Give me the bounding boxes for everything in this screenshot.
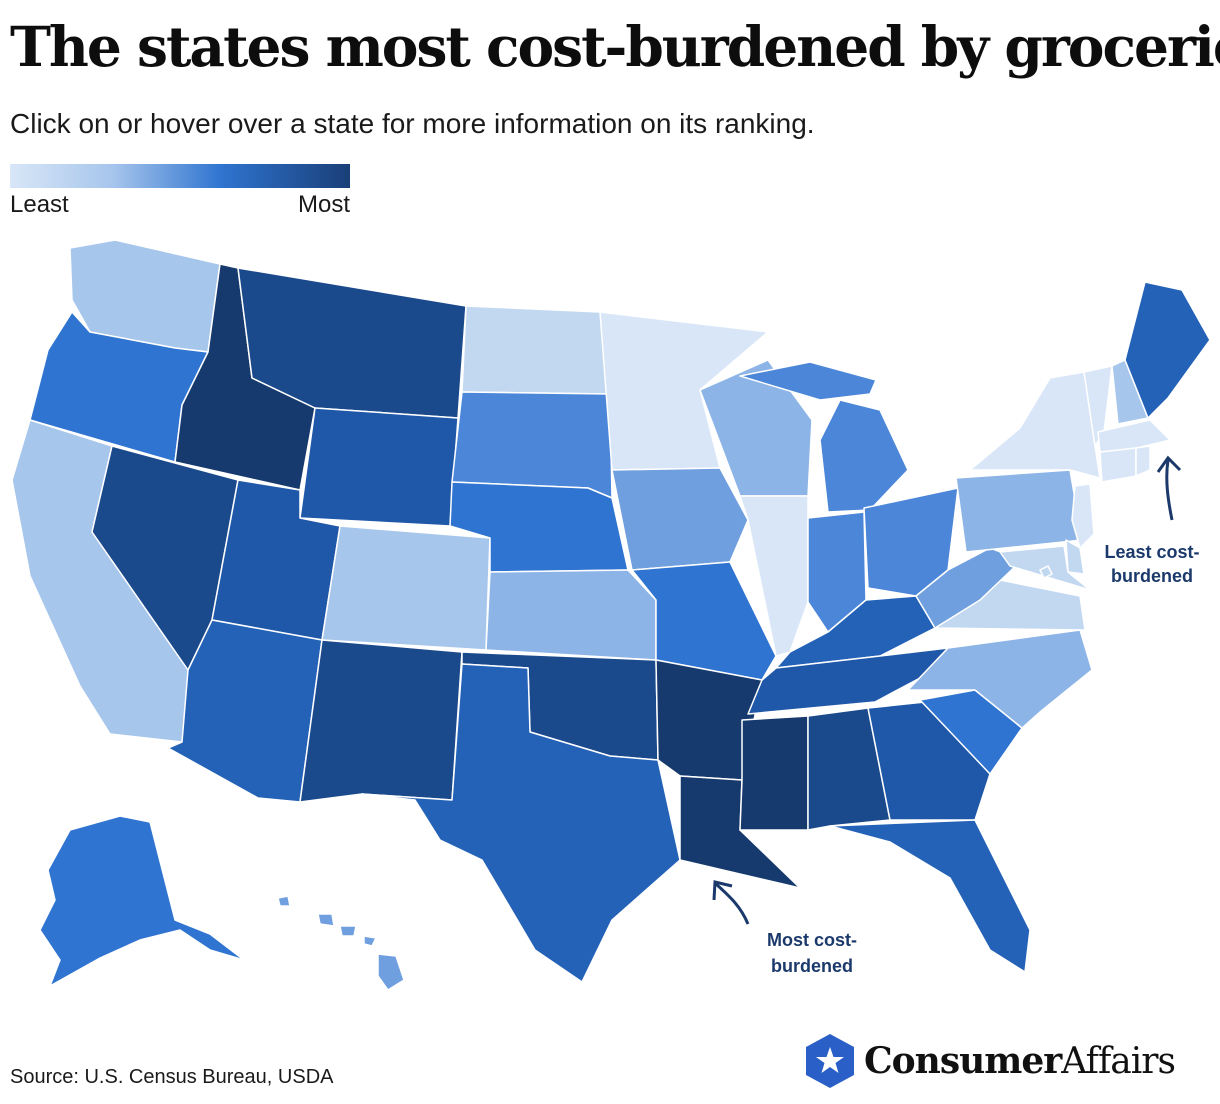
most-burdened-label-line1: Most cost- — [767, 930, 857, 950]
least-burdened-annotation: Least cost- burdened — [1104, 455, 1200, 586]
state-WY[interactable] — [299, 407, 459, 527]
state-GA[interactable] — [867, 701, 991, 821]
state-MA[interactable] — [1097, 419, 1171, 453]
legend-low-label: Least — [10, 191, 69, 218]
color-legend: Least Most — [10, 164, 350, 220]
state-PA[interactable] — [955, 469, 1083, 553]
state-HI[interactable] — [277, 895, 405, 991]
most-burdened-label-line2: burdened — [771, 956, 853, 976]
state-NM[interactable] — [299, 639, 463, 803]
state-LA[interactable] — [679, 775, 801, 889]
us-state-map: Least cost- burdened Most cost- burdened — [11, 239, 1211, 991]
state-AL[interactable] — [807, 707, 891, 831]
legend-gradient-bar — [10, 164, 350, 188]
most-burdened-arrow — [714, 882, 750, 925]
legend-high-label: Most — [297, 191, 350, 218]
most-burdened-arrowhead — [712, 880, 733, 901]
least-burdened-arrowhead — [1156, 455, 1182, 473]
state-DE[interactable] — [1065, 539, 1085, 575]
state-IA[interactable] — [611, 467, 749, 571]
least-burdened-label-line1: Least cost- — [1104, 542, 1199, 562]
state-NY[interactable] — [969, 371, 1101, 479]
logo-part2: Affairs — [1061, 1041, 1176, 1082]
brand-logo: ConsumerAffairs — [804, 1032, 1176, 1090]
page-subtitle: Click on or hover over a state for more … — [10, 108, 815, 139]
source-note: Source: U.S. Census Bureau, USDA — [10, 1066, 334, 1088]
state-DC[interactable] — [1039, 565, 1053, 579]
least-burdened-arrow — [1165, 459, 1174, 521]
state-ND[interactable] — [461, 305, 611, 395]
logo-part1: Consumer — [864, 1040, 1062, 1082]
page-title: The states most cost-burdened by groceri… — [10, 14, 1220, 79]
state-AK[interactable] — [39, 815, 245, 987]
state-CT[interactable] — [1099, 447, 1137, 483]
least-burdened-label-line2: burdened — [1111, 566, 1193, 586]
state-SD[interactable] — [451, 391, 613, 499]
state-CO[interactable] — [321, 525, 491, 651]
state-NC[interactable] — [907, 629, 1093, 729]
state-WI[interactable] — [699, 359, 813, 497]
state-FL[interactable] — [829, 819, 1031, 973]
logo-wordmark: ConsumerAffairs — [864, 1040, 1176, 1082]
state-TX[interactable] — [361, 663, 681, 983]
state-ME[interactable] — [1124, 281, 1211, 419]
state-MS[interactable] — [739, 715, 809, 831]
state-RI[interactable] — [1135, 445, 1151, 477]
star-shield-icon — [806, 1034, 854, 1088]
state-NJ[interactable] — [1071, 483, 1095, 549]
state-KS[interactable] — [485, 569, 657, 661]
most-burdened-annotation: Most cost- burdened — [712, 880, 857, 976]
